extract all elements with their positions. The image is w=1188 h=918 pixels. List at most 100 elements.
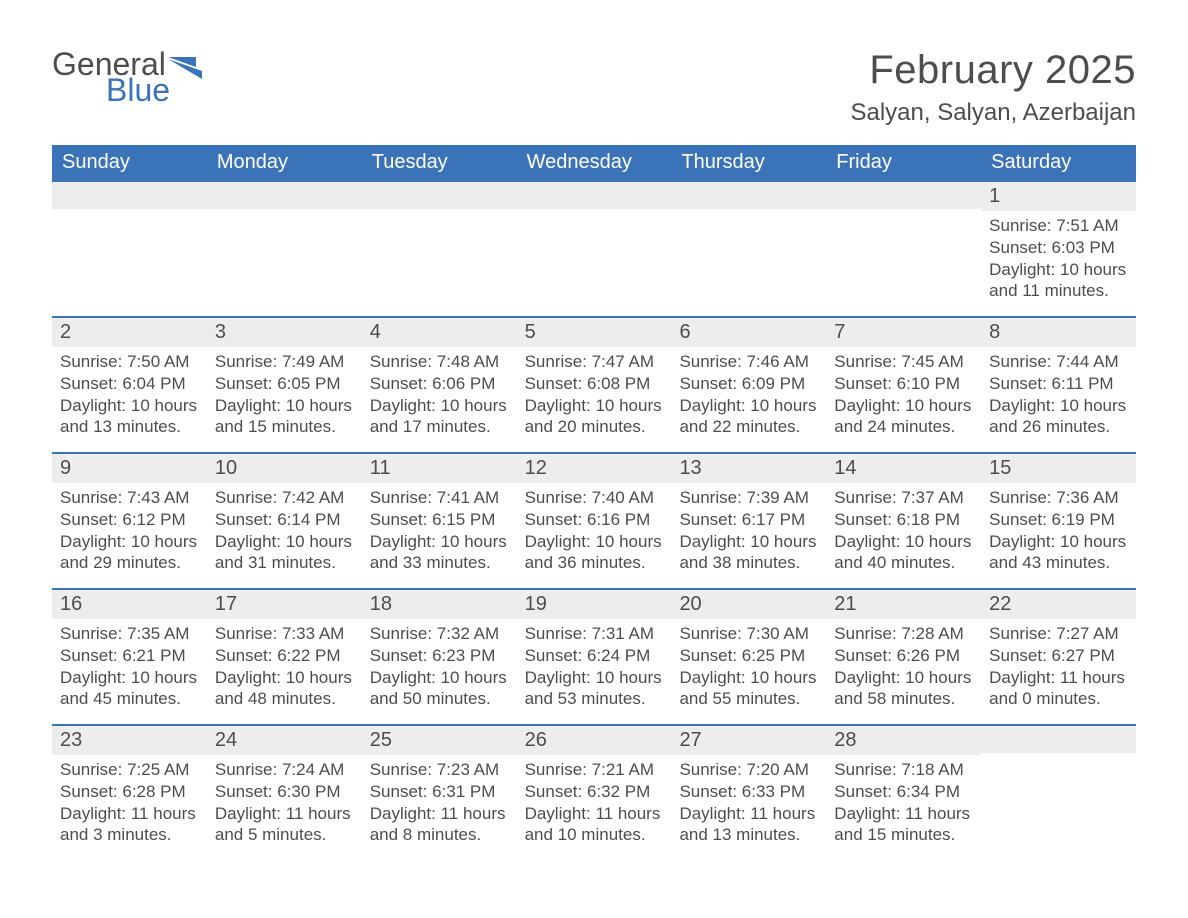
sunset-text: Sunset: 6:11 PM — [989, 373, 1128, 395]
daylight-text: Daylight: 11 hours and 3 minutes. — [60, 803, 199, 847]
day-number: 22 — [981, 590, 1136, 619]
day-details: Sunrise: 7:25 AMSunset: 6:28 PMDaylight:… — [52, 755, 207, 852]
logo: General Blue — [52, 48, 202, 106]
day-number: 4 — [362, 318, 517, 347]
title-block: February 2025 Salyan, Salyan, Azerbaijan — [850, 48, 1136, 127]
calendar-day-cell: 15Sunrise: 7:36 AMSunset: 6:19 PMDayligh… — [981, 454, 1136, 586]
calendar-day-cell: 19Sunrise: 7:31 AMSunset: 6:24 PMDayligh… — [517, 590, 672, 722]
sunset-text: Sunset: 6:33 PM — [679, 781, 818, 803]
sunrise-text: Sunrise: 7:51 AM — [989, 215, 1128, 237]
daylight-text: Daylight: 11 hours and 10 minutes. — [525, 803, 664, 847]
daylight-text: Daylight: 10 hours and 45 minutes. — [60, 667, 199, 711]
calendar-week: 9Sunrise: 7:43 AMSunset: 6:12 PMDaylight… — [52, 452, 1136, 586]
day-details: Sunrise: 7:44 AMSunset: 6:11 PMDaylight:… — [981, 347, 1136, 444]
day-details: Sunrise: 7:18 AMSunset: 6:34 PMDaylight:… — [826, 755, 981, 852]
location-label: Salyan, Salyan, Azerbaijan — [850, 99, 1136, 127]
sunrise-text: Sunrise: 7:36 AM — [989, 487, 1128, 509]
day-details — [362, 209, 517, 219]
calendar-day-cell: 28Sunrise: 7:18 AMSunset: 6:34 PMDayligh… — [826, 726, 981, 858]
day-details: Sunrise: 7:20 AMSunset: 6:33 PMDaylight:… — [671, 755, 826, 852]
day-details: Sunrise: 7:47 AMSunset: 6:08 PMDaylight:… — [517, 347, 672, 444]
day-number: 25 — [362, 726, 517, 755]
day-number: 23 — [52, 726, 207, 755]
sunset-text: Sunset: 6:31 PM — [370, 781, 509, 803]
calendar-day-cell: 5Sunrise: 7:47 AMSunset: 6:08 PMDaylight… — [517, 318, 672, 450]
day-number — [671, 182, 826, 209]
sunrise-text: Sunrise: 7:50 AM — [60, 351, 199, 373]
sunrise-text: Sunrise: 7:28 AM — [834, 623, 973, 645]
calendar-day-cell: 21Sunrise: 7:28 AMSunset: 6:26 PMDayligh… — [826, 590, 981, 722]
sunrise-text: Sunrise: 7:39 AM — [679, 487, 818, 509]
sunset-text: Sunset: 6:19 PM — [989, 509, 1128, 531]
day-details: Sunrise: 7:32 AMSunset: 6:23 PMDaylight:… — [362, 619, 517, 716]
sunrise-text: Sunrise: 7:40 AM — [525, 487, 664, 509]
sunset-text: Sunset: 6:25 PM — [679, 645, 818, 667]
day-details: Sunrise: 7:50 AMSunset: 6:04 PMDaylight:… — [52, 347, 207, 444]
day-number: 6 — [671, 318, 826, 347]
calendar-day-cell: 9Sunrise: 7:43 AMSunset: 6:12 PMDaylight… — [52, 454, 207, 586]
daylight-text: Daylight: 11 hours and 0 minutes. — [989, 667, 1128, 711]
sunrise-text: Sunrise: 7:42 AM — [215, 487, 354, 509]
calendar-week: 23Sunrise: 7:25 AMSunset: 6:28 PMDayligh… — [52, 724, 1136, 858]
sunset-text: Sunset: 6:27 PM — [989, 645, 1128, 667]
day-details: Sunrise: 7:46 AMSunset: 6:09 PMDaylight:… — [671, 347, 826, 444]
sunrise-text: Sunrise: 7:31 AM — [525, 623, 664, 645]
sunrise-text: Sunrise: 7:46 AM — [679, 351, 818, 373]
sunrise-text: Sunrise: 7:49 AM — [215, 351, 354, 373]
daylight-text: Daylight: 10 hours and 53 minutes. — [525, 667, 664, 711]
day-details: Sunrise: 7:51 AMSunset: 6:03 PMDaylight:… — [981, 211, 1136, 308]
day-details: Sunrise: 7:42 AMSunset: 6:14 PMDaylight:… — [207, 483, 362, 580]
day-number: 12 — [517, 454, 672, 483]
day-number: 27 — [671, 726, 826, 755]
daylight-text: Daylight: 10 hours and 26 minutes. — [989, 395, 1128, 439]
calendar-day-cell: 20Sunrise: 7:30 AMSunset: 6:25 PMDayligh… — [671, 590, 826, 722]
day-number: 17 — [207, 590, 362, 619]
day-number — [517, 182, 672, 209]
daylight-text: Daylight: 10 hours and 15 minutes. — [215, 395, 354, 439]
sunset-text: Sunset: 6:04 PM — [60, 373, 199, 395]
calendar-week: 2Sunrise: 7:50 AMSunset: 6:04 PMDaylight… — [52, 316, 1136, 450]
sunrise-text: Sunrise: 7:44 AM — [989, 351, 1128, 373]
sunrise-text: Sunrise: 7:20 AM — [679, 759, 818, 781]
day-number: 14 — [826, 454, 981, 483]
day-number: 16 — [52, 590, 207, 619]
day-details: Sunrise: 7:43 AMSunset: 6:12 PMDaylight:… — [52, 483, 207, 580]
day-number: 2 — [52, 318, 207, 347]
sunrise-text: Sunrise: 7:33 AM — [215, 623, 354, 645]
day-number: 10 — [207, 454, 362, 483]
weekday-header-row: SundayMondayTuesdayWednesdayThursdayFrid… — [52, 145, 1136, 182]
day-details: Sunrise: 7:30 AMSunset: 6:25 PMDaylight:… — [671, 619, 826, 716]
day-details — [207, 209, 362, 219]
month-title: February 2025 — [850, 48, 1136, 93]
day-number: 19 — [517, 590, 672, 619]
sunset-text: Sunset: 6:28 PM — [60, 781, 199, 803]
logo-flag-icon — [168, 57, 202, 84]
day-details — [826, 209, 981, 219]
day-number: 18 — [362, 590, 517, 619]
sunset-text: Sunset: 6:08 PM — [525, 373, 664, 395]
daylight-text: Daylight: 10 hours and 11 minutes. — [989, 259, 1128, 303]
calendar-day-cell — [207, 182, 362, 314]
day-number: 3 — [207, 318, 362, 347]
calendar-day-cell: 7Sunrise: 7:45 AMSunset: 6:10 PMDaylight… — [826, 318, 981, 450]
daylight-text: Daylight: 10 hours and 36 minutes. — [525, 531, 664, 575]
sunset-text: Sunset: 6:22 PM — [215, 645, 354, 667]
sunset-text: Sunset: 6:23 PM — [370, 645, 509, 667]
calendar-day-cell: 25Sunrise: 7:23 AMSunset: 6:31 PMDayligh… — [362, 726, 517, 858]
sunrise-text: Sunrise: 7:30 AM — [679, 623, 818, 645]
calendar-day-cell: 17Sunrise: 7:33 AMSunset: 6:22 PMDayligh… — [207, 590, 362, 722]
day-number: 1 — [981, 182, 1136, 211]
calendar-day-cell: 27Sunrise: 7:20 AMSunset: 6:33 PMDayligh… — [671, 726, 826, 858]
daylight-text: Daylight: 10 hours and 20 minutes. — [525, 395, 664, 439]
daylight-text: Daylight: 10 hours and 33 minutes. — [370, 531, 509, 575]
daylight-text: Daylight: 10 hours and 50 minutes. — [370, 667, 509, 711]
day-details: Sunrise: 7:28 AMSunset: 6:26 PMDaylight:… — [826, 619, 981, 716]
daylight-text: Daylight: 11 hours and 13 minutes. — [679, 803, 818, 847]
daylight-text: Daylight: 10 hours and 55 minutes. — [679, 667, 818, 711]
day-number — [362, 182, 517, 209]
day-details: Sunrise: 7:35 AMSunset: 6:21 PMDaylight:… — [52, 619, 207, 716]
calendar-day-cell: 26Sunrise: 7:21 AMSunset: 6:32 PMDayligh… — [517, 726, 672, 858]
header: General Blue February 2025 Salyan, Salya… — [52, 48, 1136, 127]
sunrise-text: Sunrise: 7:23 AM — [370, 759, 509, 781]
calendar-day-cell: 4Sunrise: 7:48 AMSunset: 6:06 PMDaylight… — [362, 318, 517, 450]
